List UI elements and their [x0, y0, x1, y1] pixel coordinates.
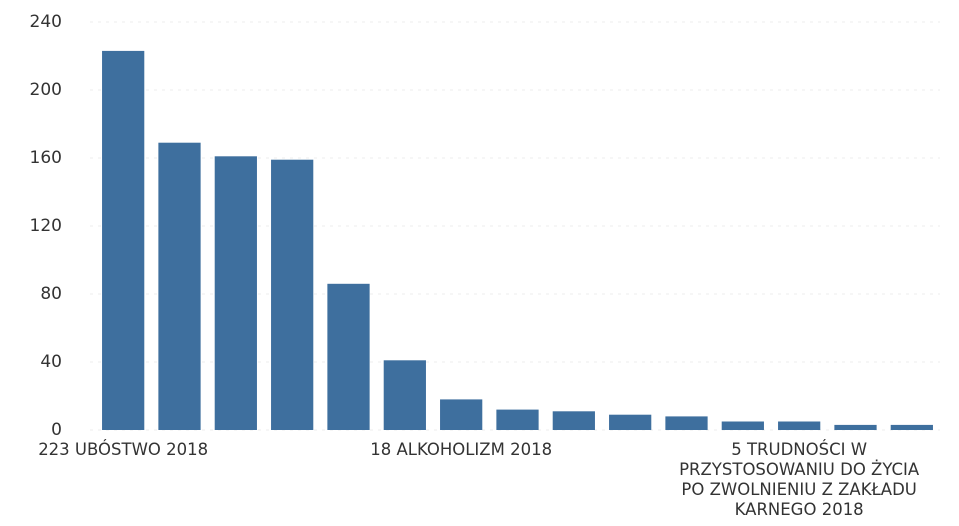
bar	[102, 50, 145, 431]
y-tick-label: 120	[30, 216, 62, 236]
bar	[327, 283, 370, 430]
bar	[890, 424, 933, 430]
bar	[778, 421, 821, 430]
bar	[440, 399, 483, 430]
y-tick-label: 240	[30, 12, 62, 32]
bar	[271, 159, 314, 430]
x-tick-label: 5 TRUDNOŚCI W PRZYSTOSOWANIU DO ŻYCIA PO…	[679, 440, 920, 519]
bar	[721, 421, 764, 430]
y-tick-label: 40	[40, 352, 62, 372]
bar	[214, 156, 257, 431]
bar	[834, 424, 877, 430]
y-tick-label: 160	[30, 148, 62, 168]
bar	[665, 416, 708, 430]
x-tick-label: 18 ALKOHOLIZM 2018	[370, 440, 553, 459]
bar	[496, 409, 539, 430]
bar	[158, 142, 201, 430]
y-tick-label: 80	[40, 284, 62, 304]
x-tick-label: 223 UBÓSTWO 2018	[38, 440, 209, 459]
y-tick-label: 200	[30, 80, 62, 100]
bar	[383, 360, 426, 430]
bar	[552, 411, 595, 430]
bar	[609, 414, 652, 430]
y-tick-label: 0	[51, 420, 62, 440]
